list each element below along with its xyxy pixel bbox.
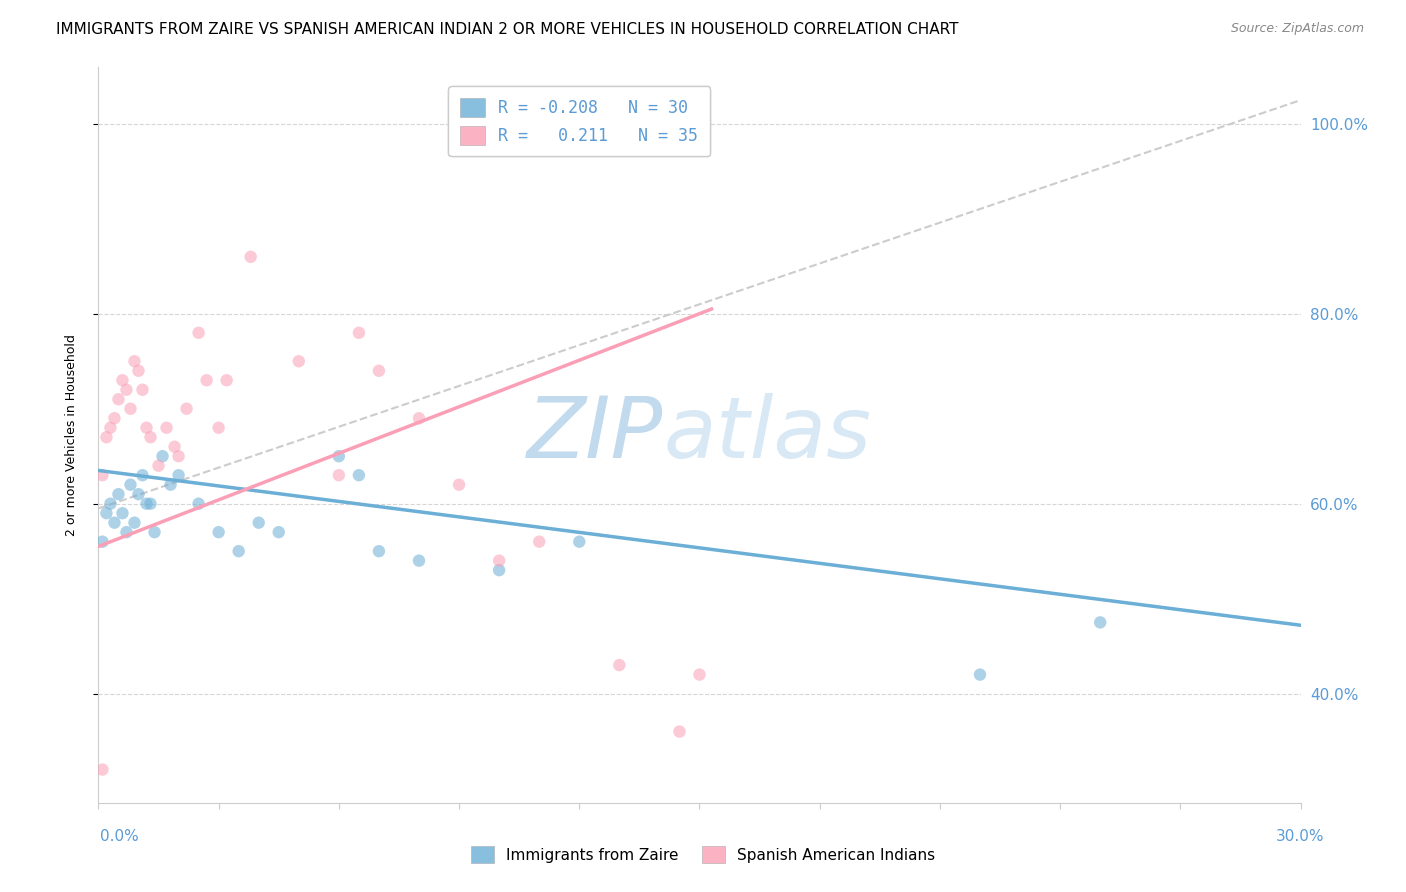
Text: 0.0%: 0.0% xyxy=(100,830,139,844)
Point xyxy=(347,468,370,483)
Point xyxy=(187,326,209,340)
Text: ZIP: ZIP xyxy=(527,393,664,476)
Point xyxy=(668,724,690,739)
Point xyxy=(135,497,157,511)
Point xyxy=(115,525,138,540)
Point xyxy=(488,563,510,577)
Point xyxy=(96,506,118,520)
Point xyxy=(139,430,162,444)
Legend: R = -0.208   N = 30, R =   0.211   N = 35: R = -0.208 N = 30, R = 0.211 N = 35 xyxy=(449,87,710,156)
Point xyxy=(111,373,134,387)
Point xyxy=(215,373,238,387)
Point xyxy=(288,354,311,368)
Text: IMMIGRANTS FROM ZAIRE VS SPANISH AMERICAN INDIAN 2 OR MORE VEHICLES IN HOUSEHOLD: IMMIGRANTS FROM ZAIRE VS SPANISH AMERICA… xyxy=(56,22,959,37)
Point xyxy=(124,516,146,530)
Point xyxy=(152,449,174,463)
Point xyxy=(155,421,177,435)
Point xyxy=(328,468,350,483)
Point xyxy=(195,373,218,387)
Point xyxy=(120,401,142,416)
Point xyxy=(103,516,125,530)
Point xyxy=(124,354,146,368)
Point xyxy=(969,667,991,681)
Point xyxy=(128,364,150,378)
Point xyxy=(176,401,198,416)
Point xyxy=(347,326,370,340)
Point xyxy=(167,449,190,463)
Point xyxy=(159,477,181,491)
Point xyxy=(568,534,591,549)
Point xyxy=(167,468,190,483)
Point xyxy=(91,534,114,549)
Point xyxy=(187,497,209,511)
Legend: Immigrants from Zaire, Spanish American Indians: Immigrants from Zaire, Spanish American … xyxy=(464,838,942,871)
Point xyxy=(135,421,157,435)
Point xyxy=(131,468,153,483)
Point xyxy=(447,477,470,491)
Point xyxy=(368,544,391,558)
Point xyxy=(128,487,150,501)
Point xyxy=(208,421,231,435)
Point xyxy=(91,763,114,777)
Point xyxy=(143,525,166,540)
Point xyxy=(609,658,631,673)
Point xyxy=(228,544,250,558)
Point xyxy=(107,392,129,407)
Point xyxy=(103,411,125,425)
Point xyxy=(247,516,270,530)
Y-axis label: 2 or more Vehicles in Household: 2 or more Vehicles in Household xyxy=(65,334,77,536)
Text: 30.0%: 30.0% xyxy=(1277,830,1324,844)
Point xyxy=(529,534,551,549)
Point xyxy=(488,554,510,568)
Point xyxy=(408,554,430,568)
Point xyxy=(139,497,162,511)
Point xyxy=(267,525,290,540)
Point xyxy=(1088,615,1111,630)
Point xyxy=(120,477,142,491)
Point xyxy=(688,667,710,681)
Point xyxy=(208,525,231,540)
Point xyxy=(107,487,129,501)
Point xyxy=(96,430,118,444)
Point xyxy=(328,449,350,463)
Point xyxy=(91,468,114,483)
Point xyxy=(368,364,391,378)
Point xyxy=(131,383,153,397)
Text: Source: ZipAtlas.com: Source: ZipAtlas.com xyxy=(1230,22,1364,36)
Point xyxy=(111,506,134,520)
Point xyxy=(100,497,122,511)
Point xyxy=(408,411,430,425)
Point xyxy=(148,458,170,473)
Point xyxy=(163,440,186,454)
Point xyxy=(100,421,122,435)
Point xyxy=(115,383,138,397)
Point xyxy=(239,250,262,264)
Text: atlas: atlas xyxy=(664,393,872,476)
